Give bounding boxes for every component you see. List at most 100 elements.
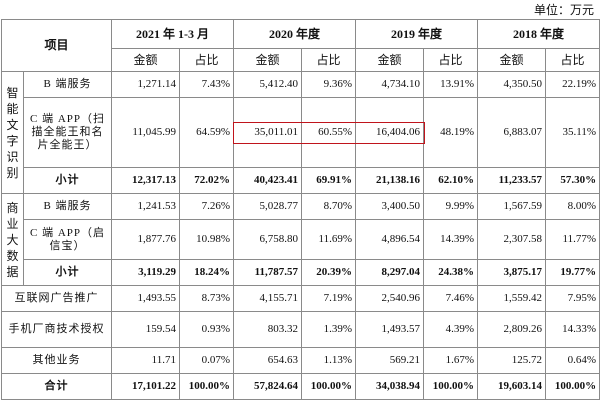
row-label: 小计: [22, 167, 113, 194]
cell: 100.00%: [301, 373, 357, 400]
cell: 1.39%: [301, 311, 357, 348]
group-label: 智能文字识别: [1, 71, 24, 194]
cell: 21,138.16: [355, 167, 425, 194]
cell: 1,567.59: [477, 193, 547, 220]
cell: 1,493.55: [111, 285, 181, 312]
row-label: B 端服务: [22, 71, 113, 98]
cell: 5,028.77: [233, 193, 303, 220]
cell: 3,119.29: [111, 259, 181, 286]
cell: 1.13%: [301, 347, 357, 374]
cell: 24.38%: [423, 259, 479, 286]
cell: 1,559.42: [477, 285, 547, 312]
cell: 0.93%: [179, 311, 235, 348]
cell: 6,883.07: [477, 97, 547, 168]
subheader: 金额: [355, 48, 425, 72]
cell: 7.95%: [545, 285, 600, 312]
item-header: 项目: [0, 19, 113, 72]
subheader: 金额: [111, 48, 181, 72]
cell: 0.64%: [545, 347, 600, 374]
cell: 0.07%: [179, 347, 235, 374]
cell: 7.43%: [179, 71, 235, 98]
cell: 11,045.99: [111, 97, 181, 168]
period-header: 2018 年度: [477, 19, 600, 49]
cell: 35,011.01: [233, 97, 303, 168]
cell: 803.32: [233, 311, 303, 348]
row-label: C 端 APP（扫描全能王和名片全能王）: [22, 97, 113, 168]
cell: 11,233.57: [477, 167, 547, 194]
subheader: 占比: [179, 48, 235, 72]
subheader-row: 金额 占比 金额 占比 金额 占比 金额 占比: [2, 48, 600, 72]
cell: 1,493.57: [355, 311, 425, 348]
cell: 11.71: [111, 347, 181, 374]
row-label: 互联网广告推广: [0, 285, 113, 312]
row: C 端 APP（启信宝） 1,877.76 10.98% 6,758.80 11.69%…: [2, 219, 600, 260]
cell: 18.24%: [179, 259, 235, 286]
cell: 62.10%: [423, 167, 479, 194]
cell: 11.69%: [301, 219, 357, 260]
row: 互联网广告推广 1,493.55 8.73% 4,155.71 7.19% 2,540.9…: [0, 285, 600, 312]
row-label: 小计: [22, 259, 113, 286]
cell: 48.19%: [423, 97, 479, 168]
cell: 69.91%: [301, 167, 357, 194]
cell: 12,317.13: [111, 167, 181, 194]
subheader: 金额: [477, 48, 547, 72]
cell: 72.02%: [179, 167, 235, 194]
header-row: 项目 2021 年 1-3 月 2020 年度 2019 年度 2018 年度: [0, 19, 600, 72]
cell: 159.54: [111, 311, 181, 348]
cell: 1,271.14: [111, 71, 181, 98]
cell: 4,155.71: [233, 285, 303, 312]
cell: 20.39%: [301, 259, 357, 286]
cell: 16,404.06: [355, 97, 425, 168]
cell: 8.70%: [301, 193, 357, 220]
cell: 7.46%: [423, 285, 479, 312]
cell: 7.26%: [179, 193, 235, 220]
cell: 125.72: [477, 347, 547, 374]
cell: 57,824.64: [233, 373, 303, 400]
row-label: B 端服务: [22, 193, 113, 220]
revenue-table: 项目 2021 年 1-3 月 2020 年度 2019 年度 2018 年度 金额 占比金…: [0, 19, 600, 400]
cell: 654.63: [233, 347, 303, 374]
subheader: 占比: [423, 48, 479, 72]
row: 其他业务 11.71 0.07% 654.63 1.13% 569.21 1.67% 125.…: [0, 347, 600, 374]
cell: 17,101.22: [111, 373, 181, 400]
row-label: 合计: [0, 373, 113, 400]
row: 小计 12,317.13 72.02% 40,423.41 69.91% 21,138.1…: [2, 167, 600, 194]
cell: 35.11%: [545, 97, 600, 168]
cell: 2,540.96: [355, 285, 425, 312]
cell: 4.39%: [423, 311, 479, 348]
cell: 2,307.58: [477, 219, 547, 260]
cell: 13.91%: [423, 71, 479, 98]
cell: 7.19%: [301, 285, 357, 312]
cell: 34,038.94: [355, 373, 425, 400]
cell: 1.67%: [423, 347, 479, 374]
cell: 8.73%: [179, 285, 235, 312]
cell: 60.55%: [301, 97, 357, 168]
row: 手机厂商技术授权 159.54 0.93% 803.32 1.39% 1,493.57 4.…: [0, 311, 600, 348]
cell: 64.59%: [179, 97, 235, 168]
cell: 4,734.10: [355, 71, 425, 98]
cell: 11.77%: [545, 219, 600, 260]
cell: 8.00%: [545, 193, 600, 220]
cell: 11,787.57: [233, 259, 303, 286]
cell: 4,896.54: [355, 219, 425, 260]
cell: 100.00%: [423, 373, 479, 400]
cell: 10.98%: [179, 219, 235, 260]
cell: 5,412.40: [233, 71, 303, 98]
cell: 2,809.26: [477, 311, 547, 348]
cell: 8,297.04: [355, 259, 425, 286]
cell: 9.36%: [301, 71, 357, 98]
cell: 14.33%: [545, 311, 600, 348]
cell: 1,241.53: [111, 193, 181, 220]
cell: 3,400.50: [355, 193, 425, 220]
row: 商业大数据 B 端服务 1,241.53 7.26% 5,028.77 8.70% 3,40…: [1, 193, 600, 286]
row-label: 手机厂商技术授权: [0, 311, 113, 348]
cell: 19,603.14: [477, 373, 547, 400]
cell: 6,758.80: [233, 219, 303, 260]
subheader: 金额: [233, 48, 303, 72]
cell: 9.99%: [423, 193, 479, 220]
row: 智能文字识别 B 端服务 1,271.14 7.43% 5,412.40 9.36% 4,7…: [1, 71, 600, 194]
cell: 569.21: [355, 347, 425, 374]
cell: 14.39%: [423, 219, 479, 260]
cell: 100.00%: [545, 373, 600, 400]
